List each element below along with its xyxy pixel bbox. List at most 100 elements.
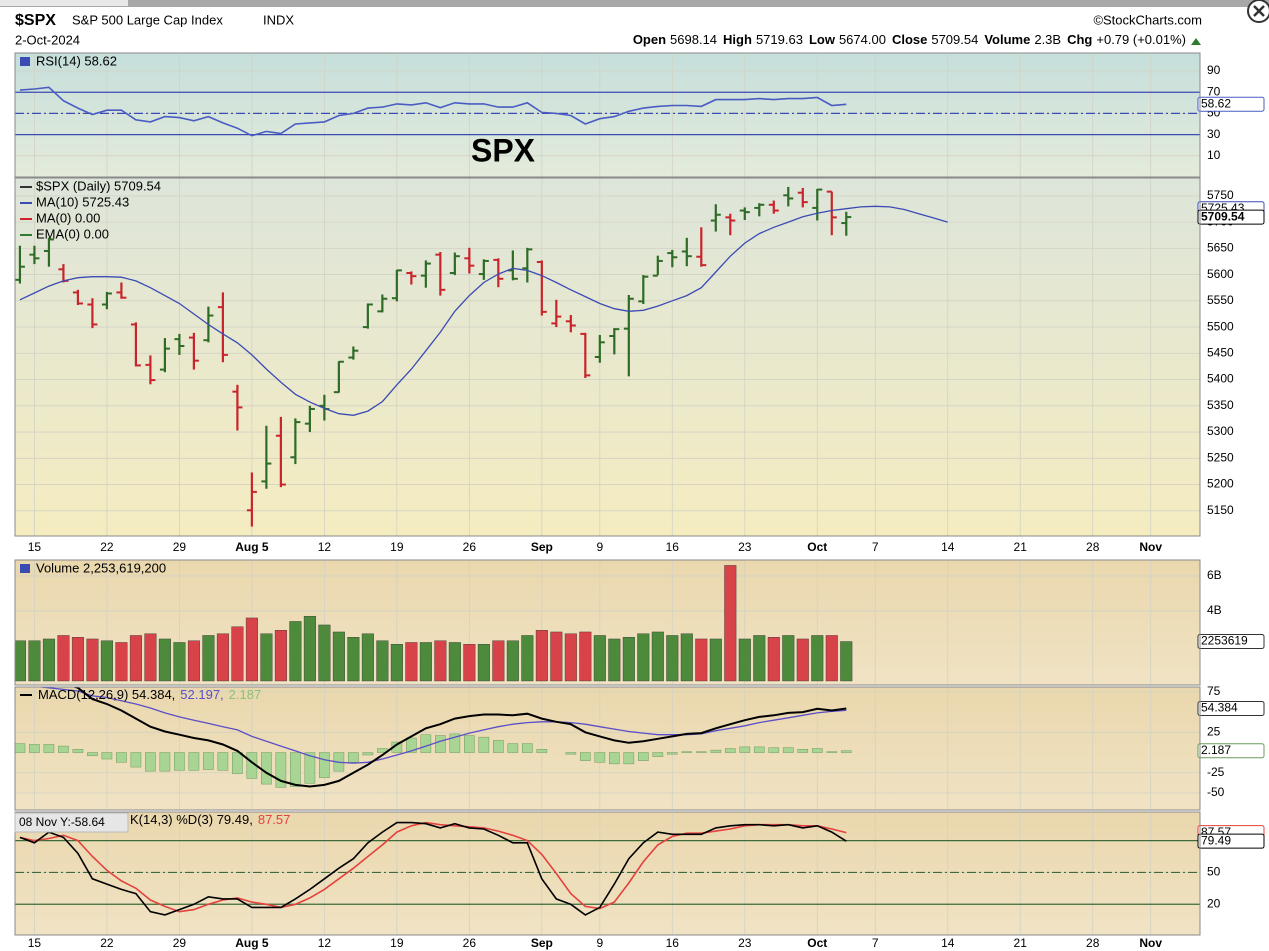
tooltip-box (14, 812, 129, 833)
histogram-bar (319, 752, 330, 778)
volume-bar (303, 615, 316, 682)
x-tick-label: 22 (100, 936, 114, 950)
volume-bar (332, 631, 345, 682)
volume-bar (57, 635, 70, 682)
x-tick-label: 28 (1086, 936, 1100, 950)
quote-value: 5719.63 (756, 32, 803, 47)
y-tick-label: 5400 (1207, 372, 1234, 386)
x-tick-label: 23 (738, 540, 752, 554)
value-tag (1197, 634, 1265, 650)
value-tag-label: 5709.54 (1201, 209, 1245, 223)
histogram-bar (594, 752, 606, 763)
histogram-bar (493, 740, 504, 753)
y-tick-label: 5150 (1207, 503, 1234, 517)
symbol: $SPX (15, 12, 56, 29)
y-tick-label: 70 (1207, 84, 1221, 98)
x-tick-label: 28 (1086, 540, 1100, 554)
x-tick-label: 29 (173, 540, 187, 554)
volume-bar (86, 638, 99, 682)
series-line (19, 821, 847, 916)
quote-label: High (723, 32, 752, 47)
x-tick-label: 12 (318, 540, 332, 554)
histogram-bar (348, 752, 359, 763)
panel-border (14, 559, 1201, 686)
y-tick-label: 5300 (1207, 424, 1234, 438)
volume-bar (753, 635, 766, 682)
quote-value: 5698.14 (670, 32, 717, 47)
volume-bar (463, 644, 476, 682)
volume-bar (506, 640, 519, 682)
legend-label: MA(0) 0.00 (36, 210, 100, 225)
histogram-bar (101, 752, 113, 760)
histogram-bar (130, 752, 142, 768)
histogram-bar (261, 752, 272, 785)
volume-bar (767, 637, 780, 682)
panel-border (14, 686, 1201, 811)
histogram-bar (811, 748, 823, 753)
x-tick-label: 26 (463, 540, 477, 554)
plot-area (15, 687, 1200, 810)
volume-bar (100, 640, 113, 682)
exchange: INDX (263, 12, 294, 27)
volume-bar (42, 638, 55, 682)
volume-bar (535, 630, 548, 682)
volume-bar (361, 633, 374, 682)
volume-bar (390, 644, 403, 682)
volume-bar (695, 638, 708, 682)
volume-bar (347, 637, 360, 682)
y-tick-label: -25 (1207, 765, 1225, 779)
volume-bar (434, 640, 447, 682)
histogram-bar (623, 752, 635, 765)
histogram-bar (304, 752, 316, 784)
plot-area (15, 53, 1200, 177)
value-tag-label: 79.49 (1201, 833, 1231, 847)
value-tag-label: 54.384 (1201, 701, 1238, 715)
x-tick-label: 26 (463, 936, 477, 950)
value-tag (1197, 701, 1265, 717)
volume-bar (202, 635, 215, 682)
value-tag (1197, 833, 1265, 849)
volume-bar (825, 635, 838, 682)
histogram-bar (840, 750, 852, 753)
y-tick-label: 20 (1207, 896, 1221, 910)
title-part: K(14,3) %D(3) 79.49, (130, 812, 253, 827)
close-button[interactable] (1247, 0, 1269, 23)
volume-bar (840, 641, 853, 682)
volume-bar (477, 644, 490, 682)
histogram-bar (174, 752, 185, 771)
x-tick-label: 12 (318, 936, 332, 950)
panel-border (14, 177, 1201, 537)
volume-bar (173, 642, 186, 682)
histogram-bar (420, 734, 432, 753)
series-line (72, 687, 847, 788)
legend-label: MA(10) 5725.43 (36, 194, 129, 209)
histogram-bar (232, 752, 243, 774)
y-tick-label: 5350 (1207, 398, 1234, 412)
histogram-bar (478, 736, 490, 753)
volume-bar (129, 635, 142, 682)
volume-bar (521, 635, 534, 682)
title-icon (20, 564, 30, 573)
histogram-bar (768, 747, 780, 753)
title-part: 52.197, (180, 687, 223, 702)
volume-bar (724, 565, 737, 682)
title-icon (20, 57, 30, 66)
volume-bar (405, 642, 418, 682)
security-name: S&P 500 Large Cap Index (72, 12, 223, 27)
volume-bar (448, 642, 461, 682)
histogram-bar (290, 752, 301, 787)
date: 2-Oct-2024 (15, 32, 80, 47)
volume-bar (216, 633, 229, 682)
volume-bar (564, 633, 577, 682)
quote-label: Volume (984, 32, 1030, 47)
panel-background (15, 53, 1200, 177)
quote-label: Close (892, 32, 927, 47)
close-icon[interactable] (1253, 5, 1265, 17)
x-tick-label: 19 (390, 540, 404, 554)
volume-bar (71, 637, 84, 682)
volume-bar (144, 633, 157, 682)
histogram-bar (782, 747, 794, 753)
histogram-bar (710, 749, 722, 753)
histogram-bar (522, 743, 533, 753)
legend-label: $SPX (Daily) 5709.54 (36, 178, 161, 193)
